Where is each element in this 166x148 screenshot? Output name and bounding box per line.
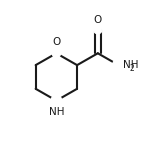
Text: NH: NH bbox=[49, 107, 64, 117]
Circle shape bbox=[94, 25, 102, 34]
Circle shape bbox=[52, 49, 60, 57]
Text: O: O bbox=[94, 15, 102, 25]
Circle shape bbox=[51, 95, 62, 106]
Text: 2: 2 bbox=[129, 64, 134, 73]
Text: O: O bbox=[52, 37, 60, 47]
Text: NH: NH bbox=[123, 60, 138, 70]
Circle shape bbox=[113, 59, 124, 71]
